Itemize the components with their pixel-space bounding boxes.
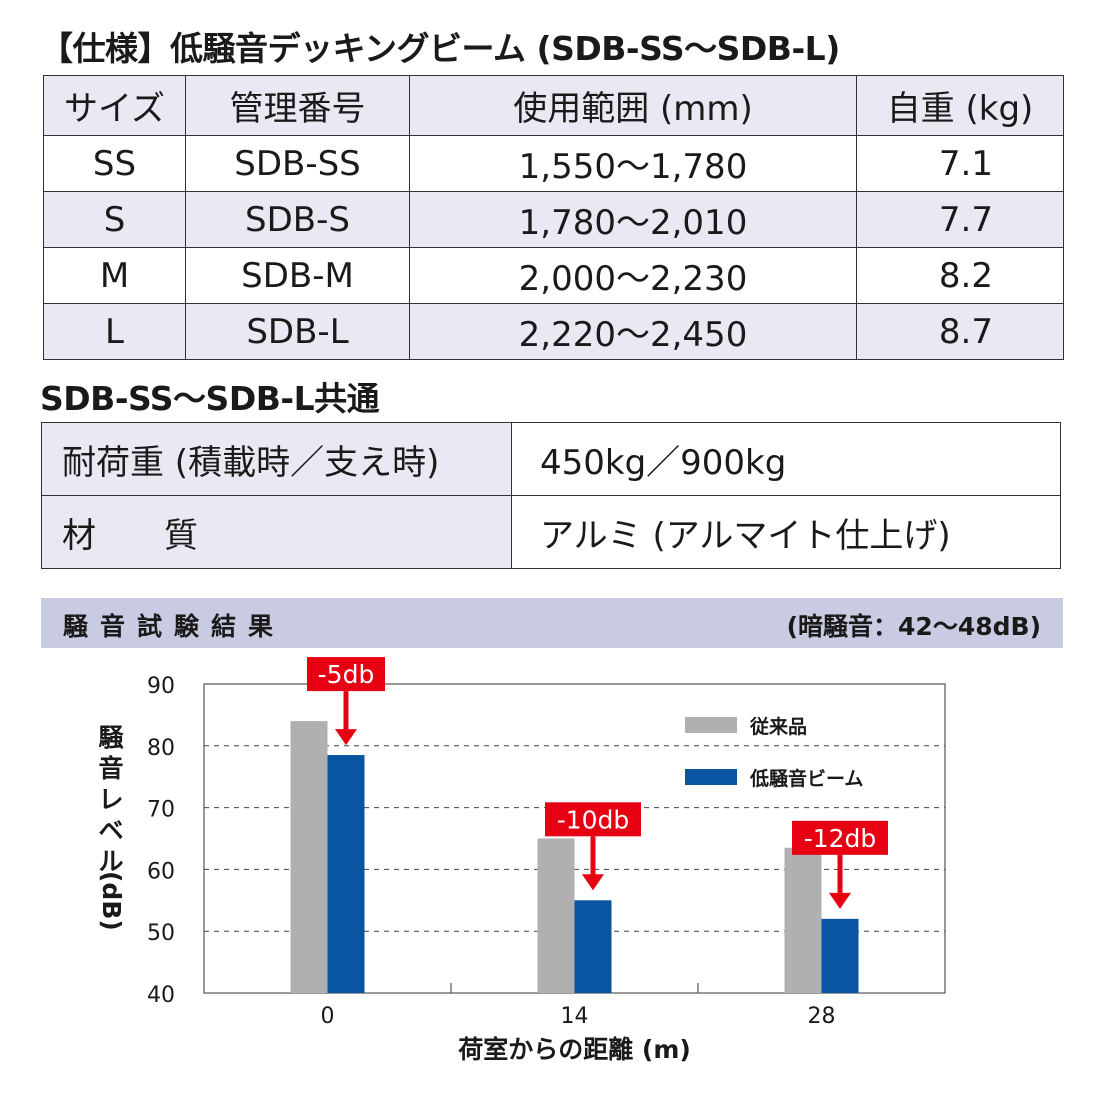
legend-swatch bbox=[685, 717, 737, 733]
cell-range: 1,550〜1,780 bbox=[409, 135, 857, 192]
spec-title: 【仕様】低騒音デッキングビーム (SDB-SS〜SDB-L) bbox=[40, 29, 840, 68]
y-axis-label-char: 騒 bbox=[98, 723, 124, 752]
bar-low-noise bbox=[821, 918, 859, 993]
cell-code: SDB-SS bbox=[185, 135, 410, 192]
cell-size: SS bbox=[43, 135, 186, 192]
bar-low-noise bbox=[327, 755, 365, 993]
cell-code: SDB-L bbox=[185, 303, 410, 360]
cell-size: L bbox=[43, 303, 186, 360]
table-row: L SDB-L 2,220〜2,450 8.7 bbox=[43, 303, 1064, 360]
spec-table: サイズ 管理番号 使用範囲 (mm) 自重 (kg) SS SDB-SS 1,5… bbox=[43, 75, 1064, 360]
cell-range: 1,780〜2,010 bbox=[409, 191, 857, 248]
reduction-label: -5db bbox=[318, 660, 375, 689]
table-row: 耐荷重 (積載時／支え時) 450kg／900kg bbox=[41, 422, 1061, 496]
legend-label: 低騒音ビーム bbox=[749, 767, 863, 790]
reduction-label: -10db bbox=[557, 805, 630, 834]
cell-range: 2,220〜2,450 bbox=[409, 303, 857, 360]
table-row: M SDB-M 2,000〜2,230 8.2 bbox=[43, 247, 1064, 304]
table-row: 材 質 アルミ (アルマイト仕上げ) bbox=[41, 495, 1061, 569]
cell-size: S bbox=[43, 191, 186, 248]
x-axis-label: 荷室からの距離 (m) bbox=[458, 1035, 691, 1064]
y-axis-label: 騒音レベル (dB) bbox=[91, 722, 131, 931]
cell-range: 2,000〜2,230 bbox=[409, 247, 857, 304]
cell-code: SDB-S bbox=[185, 191, 410, 248]
bar-conventional bbox=[290, 721, 328, 993]
y-tick-label: 40 bbox=[147, 983, 175, 1008]
background-noise-note: (暗騒音：42〜48dB) bbox=[786, 612, 1041, 641]
common-label-material: 材 質 bbox=[41, 495, 512, 569]
y-tick-label: 80 bbox=[147, 736, 175, 761]
common-label-load: 耐荷重 (積載時／支え時) bbox=[41, 422, 512, 496]
header-range: 使用範囲 (mm) bbox=[409, 75, 857, 136]
table-row: SS SDB-SS 1,550〜1,780 7.1 bbox=[43, 135, 1064, 192]
reduction-arrow-head bbox=[335, 729, 357, 746]
cell-weight: 7.1 bbox=[856, 135, 1064, 192]
x-tick-label: 14 bbox=[561, 1004, 589, 1029]
common-table: 耐荷重 (積載時／支え時) 450kg／900kg 材 質 アルミ (アルマイト… bbox=[41, 422, 1061, 569]
reduction-label-box bbox=[307, 657, 385, 692]
y-axis-label-char: 音 bbox=[98, 754, 124, 783]
y-tick-label: 90 bbox=[147, 674, 175, 699]
common-title: SDB-SS〜SDB-L共通 bbox=[40, 379, 380, 418]
spec-header-row: サイズ 管理番号 使用範囲 (mm) 自重 (kg) bbox=[43, 75, 1064, 136]
results-band: 騒音試験結果 (暗騒音：42〜48dB) bbox=[41, 598, 1063, 648]
common-value-load: 450kg／900kg bbox=[511, 422, 1061, 496]
cell-weight: 8.7 bbox=[856, 303, 1064, 360]
y-axis-label-char: ベ bbox=[98, 816, 124, 845]
results-title: 騒音試験結果 bbox=[63, 612, 286, 641]
y-tick-label: 50 bbox=[147, 921, 175, 946]
x-tick-label: 0 bbox=[321, 1004, 335, 1029]
header-weight: 自重 (kg) bbox=[856, 75, 1064, 136]
reduction-label-box bbox=[792, 820, 888, 855]
header-code: 管理番号 bbox=[185, 75, 410, 136]
legend-label: 従来品 bbox=[749, 715, 807, 738]
y-tick-label: 70 bbox=[147, 798, 175, 823]
reduction-label-box bbox=[545, 802, 641, 837]
cell-weight: 7.7 bbox=[856, 191, 1064, 248]
y-axis-label-char: ル bbox=[98, 847, 124, 876]
cell-weight: 8.2 bbox=[856, 247, 1064, 304]
bar-low-noise bbox=[574, 900, 612, 993]
bar-conventional bbox=[784, 847, 822, 993]
reduction-arrow-head bbox=[582, 874, 604, 891]
reduction-label: -12db bbox=[804, 824, 877, 853]
y-tick-label: 60 bbox=[147, 859, 175, 884]
header-size: サイズ bbox=[43, 75, 186, 136]
legend-swatch bbox=[685, 769, 737, 785]
y-axis-label-main: 騒音レベル bbox=[91, 722, 131, 877]
bar-conventional bbox=[537, 838, 575, 993]
cell-size: M bbox=[43, 247, 186, 304]
common-value-material: アルミ (アルマイト仕上げ) bbox=[511, 495, 1061, 569]
table-row: S SDB-S 1,780〜2,010 7.7 bbox=[43, 191, 1064, 248]
cell-code: SDB-M bbox=[185, 247, 410, 304]
noise-chart: 90 80 70 60 50 40 0 -5db 14 -10db 28 -12db 従来品低騒音ビーム… bbox=[147, 657, 946, 1064]
y-axis-label-char: レ bbox=[98, 785, 124, 814]
x-tick-label: 28 bbox=[808, 1004, 836, 1029]
reduction-arrow-head bbox=[829, 892, 851, 909]
